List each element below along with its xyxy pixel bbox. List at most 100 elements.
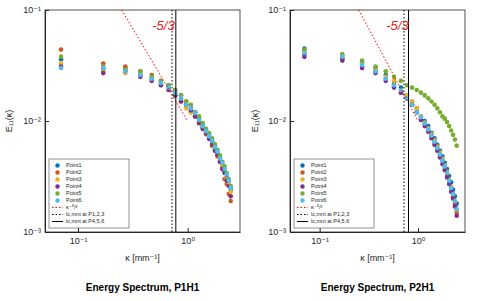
y-tick: 10⁻³ xyxy=(268,227,294,237)
point xyxy=(440,158,445,163)
point xyxy=(383,69,388,74)
x-axis: 10⁻¹ 10⁰ xyxy=(46,228,241,246)
point xyxy=(159,81,164,86)
point xyxy=(59,47,64,52)
point xyxy=(218,156,223,161)
point xyxy=(149,76,154,81)
x-tick: 10⁰ xyxy=(181,228,195,246)
x-axis: 10⁻¹10⁰ xyxy=(291,228,466,246)
y-tick-mark xyxy=(290,10,294,11)
legend-item: Point2 xyxy=(55,169,81,175)
x-tick-label: 10⁰ xyxy=(412,236,426,246)
legend-item: lc,mnt at P4,5,6 xyxy=(297,218,349,224)
point xyxy=(197,118,202,123)
legend-item: Point3 xyxy=(300,176,326,182)
legend-label: Point3 xyxy=(311,176,327,182)
series-line xyxy=(408,10,409,232)
point xyxy=(179,96,184,101)
legend-item: κ⁻⁵/³ xyxy=(297,204,322,210)
point xyxy=(149,76,154,81)
y-axis: 10⁻³10⁻²10⁻¹ xyxy=(268,5,294,237)
legend-swatch xyxy=(300,184,304,188)
point xyxy=(184,102,189,107)
point xyxy=(399,88,404,93)
x-tick-mark xyxy=(188,228,189,232)
legend-label: Point3 xyxy=(66,176,82,182)
point xyxy=(193,111,198,116)
point xyxy=(445,171,450,176)
point xyxy=(373,64,378,69)
point xyxy=(222,167,227,172)
legend-box xyxy=(49,159,129,228)
legend-item: Point1 xyxy=(300,162,326,168)
point xyxy=(224,172,229,177)
point xyxy=(383,76,388,81)
point xyxy=(189,106,194,111)
legend-item: lc,mnt at P4,5,6 xyxy=(52,218,104,224)
series-points xyxy=(302,51,459,212)
point xyxy=(184,102,189,107)
legend-swatch xyxy=(300,191,304,195)
point xyxy=(426,127,431,132)
point xyxy=(210,139,215,144)
legend-label: Point4 xyxy=(66,183,82,189)
legend-box xyxy=(294,159,374,228)
y-tick-label: 10⁻² xyxy=(23,116,41,126)
y-tick-label: 10⁻¹ xyxy=(23,5,41,15)
annotation: -5/3 xyxy=(152,18,175,33)
series-line xyxy=(404,10,405,232)
point xyxy=(392,83,397,88)
legend-swatch xyxy=(300,163,304,167)
x-tick: 10⁻¹ xyxy=(70,228,88,246)
point xyxy=(123,69,128,74)
point xyxy=(392,83,397,88)
x-axis-title: κ [mm⁻¹] xyxy=(360,253,395,263)
point xyxy=(445,120,450,125)
point xyxy=(438,152,443,157)
legend-item: Point6 xyxy=(300,197,326,203)
point xyxy=(123,69,128,74)
point xyxy=(210,139,215,144)
legend-label: lc,mnt at P4,5,6 xyxy=(66,218,104,224)
legend-label: Point4 xyxy=(311,183,327,189)
legend-swatch xyxy=(297,207,308,208)
legend-label: Point5 xyxy=(66,190,82,196)
legend-label: Point5 xyxy=(311,190,327,196)
legend-swatch xyxy=(300,170,304,174)
point xyxy=(226,178,231,183)
y-tick-label: 10⁻² xyxy=(268,116,286,126)
point xyxy=(360,63,365,68)
legend-label: lc,mnt at P1,2,3 xyxy=(311,211,349,217)
x-axis-title: κ [mm⁻¹] xyxy=(125,253,160,263)
legend: Point1Point2Point3Point4Point5Point6κ⁻⁵/… xyxy=(49,159,129,228)
plot-area xyxy=(302,10,459,232)
point xyxy=(419,90,424,95)
legend-item: κ⁻⁵/³ xyxy=(52,204,77,210)
point xyxy=(189,106,194,111)
point xyxy=(101,66,106,71)
point xyxy=(454,207,459,212)
point xyxy=(442,164,447,169)
y-axis: 10⁻³10⁻²10⁻¹ xyxy=(23,5,49,237)
legend-item: Point1 xyxy=(55,162,81,168)
y-tick-mark xyxy=(290,121,294,122)
point xyxy=(454,207,459,212)
legend-label: Point6 xyxy=(311,197,327,203)
point xyxy=(159,81,164,86)
legend-label: κ⁻⁵/³ xyxy=(66,204,77,210)
point xyxy=(451,192,456,197)
legend-swatch xyxy=(52,207,63,208)
point xyxy=(419,114,424,119)
legend-label: Point1 xyxy=(66,162,82,168)
series-points xyxy=(302,48,459,211)
point xyxy=(193,110,198,115)
legend-swatch xyxy=(300,177,304,181)
legend-swatch xyxy=(297,221,308,222)
point xyxy=(213,145,218,150)
point xyxy=(419,114,424,119)
y-axis-title: E₁₁(κ) xyxy=(4,110,14,133)
point xyxy=(438,152,443,157)
legend-label: Point2 xyxy=(311,169,327,175)
series-line xyxy=(175,10,176,232)
point xyxy=(422,93,427,98)
